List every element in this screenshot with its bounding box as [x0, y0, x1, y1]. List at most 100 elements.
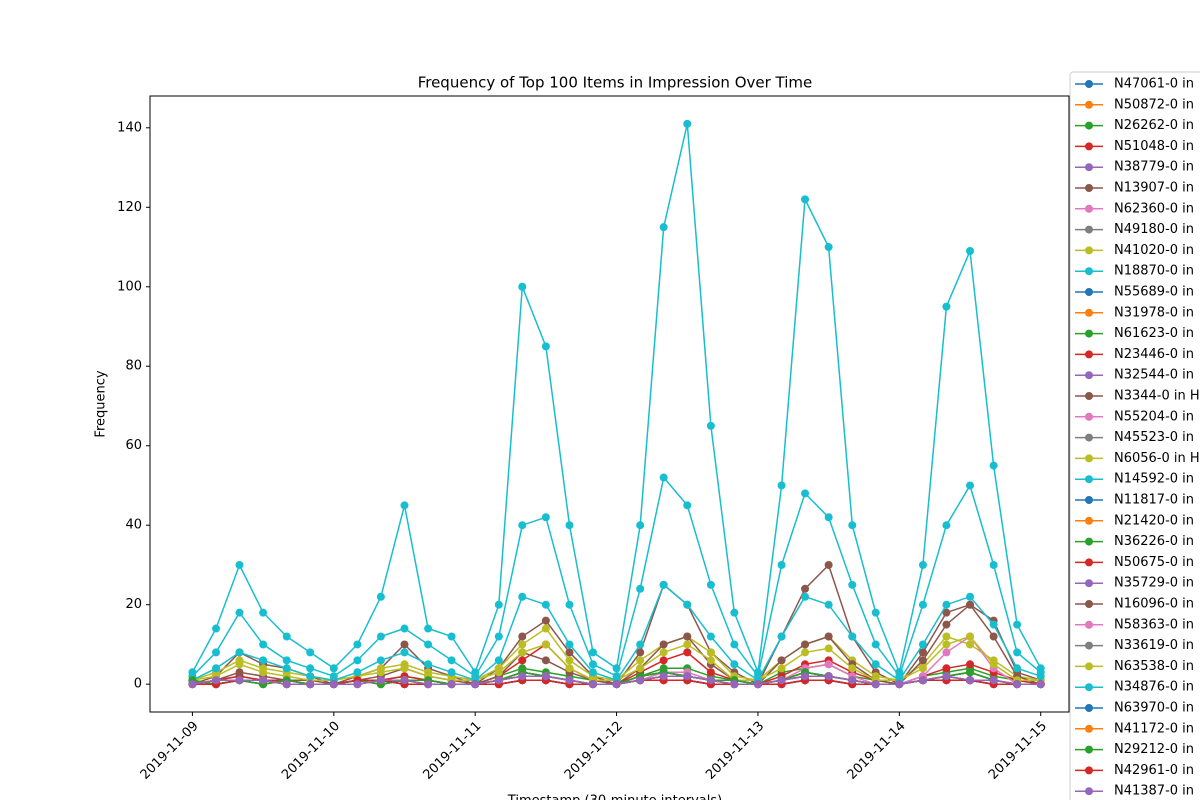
point-marker: [282, 664, 291, 673]
point-marker: [824, 600, 833, 609]
point-marker: [188, 680, 197, 689]
legend-label: N36226-0 in: [1114, 534, 1194, 549]
legend: N47061-0 in N50872-0 in N26262-0 in N51048-…: [1069, 71, 1200, 800]
legend-label: N18870-0 in: [1114, 264, 1194, 279]
point-marker: [376, 632, 385, 641]
point-marker: [989, 676, 998, 685]
point-marker: [753, 680, 762, 689]
series: [188, 473, 1045, 681]
point-marker: [683, 632, 692, 641]
point-marker: [424, 680, 433, 689]
point-marker: [447, 656, 456, 665]
point-marker: [824, 632, 833, 641]
point-marker: [471, 680, 480, 689]
y-tick-label: 40: [125, 518, 142, 533]
legend-swatch-marker: [1085, 412, 1093, 421]
legend-swatch-marker: [1085, 225, 1093, 234]
point-marker: [659, 656, 668, 665]
legend-label: N55204-0 in: [1114, 409, 1194, 424]
legend-label: N42961-0 in: [1114, 763, 1194, 778]
point-marker: [541, 342, 550, 351]
x-tick-label: 2019-11-11: [420, 719, 484, 783]
legend-swatch-marker: [1085, 496, 1093, 504]
point-marker: [212, 624, 221, 633]
legend-swatch-marker: [1085, 392, 1093, 400]
point-marker: [565, 640, 574, 649]
point-marker: [848, 632, 857, 641]
point-marker: [1013, 680, 1022, 689]
point-marker: [942, 608, 951, 617]
point-marker: [777, 481, 786, 490]
legend-swatch-marker: [1085, 288, 1093, 296]
point-marker: [683, 501, 692, 510]
x-tick-label: 2019-11-15: [986, 719, 1050, 783]
point-marker: [424, 660, 433, 669]
point-marker: [777, 664, 786, 673]
point-marker: [565, 600, 574, 609]
legend-box: [1069, 71, 1200, 800]
point-marker: [966, 632, 975, 641]
x-tick-label: 2019-11-13: [703, 719, 767, 783]
legend-label: N63538-0 in: [1114, 659, 1194, 674]
point-marker: [400, 640, 409, 649]
point-marker: [824, 672, 833, 681]
legend-swatch-marker: [1085, 142, 1093, 151]
point-marker: [989, 620, 998, 629]
x-axis-label: Timestamp (30-minute intervals): [507, 794, 722, 800]
x-tick-label: 2019-11-10: [279, 719, 343, 783]
point-marker: [683, 672, 692, 681]
legend-swatch-marker: [1085, 600, 1093, 608]
point-marker: [1013, 648, 1022, 657]
point-marker: [966, 481, 975, 490]
point-marker: [636, 584, 645, 593]
legend-swatch-marker: [1085, 371, 1093, 380]
point-marker: [777, 560, 786, 569]
legend-swatch-marker: [1085, 724, 1093, 733]
point-marker: [259, 676, 268, 685]
point-marker: [588, 668, 597, 677]
point-marker: [824, 243, 833, 252]
legend-label: N26262-0 in: [1114, 118, 1194, 133]
legend-swatch-marker: [1085, 350, 1093, 359]
point-marker: [212, 676, 221, 685]
point-marker: [518, 632, 527, 641]
legend-label: N41387-0 in: [1114, 784, 1194, 799]
legend-swatch-marker: [1085, 766, 1093, 775]
axes-frame: [149, 95, 1070, 713]
point-marker: [518, 521, 527, 530]
point-marker: [400, 624, 409, 633]
point-marker: [212, 648, 221, 657]
point-marker: [942, 302, 951, 311]
point-marker: [541, 616, 550, 625]
legend-label: N11817-0 in: [1114, 493, 1194, 508]
point-marker: [966, 640, 975, 649]
point-marker: [966, 592, 975, 601]
point-marker: [447, 668, 456, 677]
point-marker: [918, 600, 927, 609]
point-marker: [871, 608, 880, 617]
point-marker: [588, 660, 597, 669]
point-marker: [353, 668, 362, 677]
y-tick-label: 60: [125, 438, 142, 453]
point-marker: [518, 656, 527, 665]
legend-label: N47061-0 in: [1114, 77, 1194, 92]
point-marker: [1036, 680, 1045, 689]
point-marker: [989, 461, 998, 470]
series: [188, 119, 1045, 677]
point-marker: [494, 656, 503, 665]
legend-label: N50872-0 in: [1114, 97, 1194, 112]
point-marker: [235, 608, 244, 617]
legend-swatch-marker: [1085, 787, 1093, 796]
point-marker: [376, 592, 385, 601]
point-marker: [636, 640, 645, 649]
legend-label: N49180-0 in: [1114, 222, 1194, 237]
x-tick-label: 2019-11-12: [562, 719, 626, 783]
point-marker: [942, 632, 951, 641]
point-marker: [400, 664, 409, 673]
y-tick-label: 0: [134, 677, 142, 692]
point-marker: [706, 668, 715, 677]
point-marker: [824, 644, 833, 653]
point-marker: [942, 648, 951, 657]
legend-label: N13907-0 in: [1114, 181, 1194, 196]
point-marker: [659, 473, 668, 482]
